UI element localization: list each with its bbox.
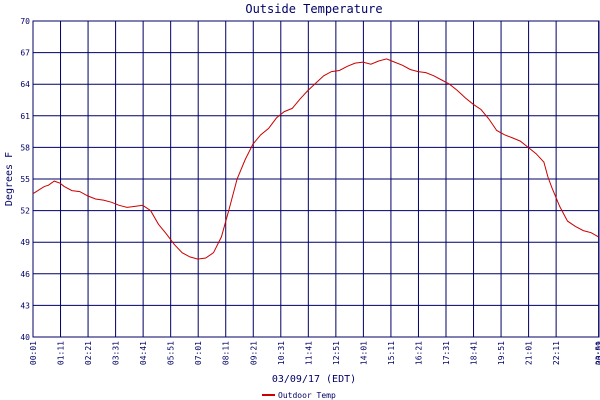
x-tick-label: 19:51 [497,341,506,365]
y-axis-label: Degrees F [4,152,15,206]
x-tick-label: 16:21 [414,341,423,365]
x-axis-label: 03/09/17 (EDT) [272,374,356,385]
y-tick-label: 40 [20,333,30,342]
legend: Outdoor Temp [262,391,336,400]
x-tick-label: 05:51 [167,341,176,365]
x-tick-label: 08:11 [222,341,231,365]
y-tick-label: 46 [20,270,30,279]
plot-area-border [32,20,600,338]
y-axis-ticks: 40 43 46 49 52 55 58 61 64 67 70 [20,17,30,342]
chart-title: Outside Temperature [245,2,382,16]
x-tick-label: 01:11 [57,341,66,365]
x-tick-label: 22:11 [552,341,561,365]
x-tick-label: 09:21 [249,341,258,365]
x-axis-ticks: 00:01 01:11 02:21 03:31 04:41 05:51 07:01 08:11… [29,341,600,365]
y-tick-label: 70 [20,17,30,26]
y-tick-label: 67 [20,49,30,58]
x-tick-label: 00:01 [595,341,600,365]
x-tick-label: 00:01 [29,341,38,365]
y-tick-label: 58 [20,143,30,152]
y-tick-label: 61 [20,112,30,121]
series-line-outdoor-temp [32,58,599,260]
x-tick-label: 02:21 [84,341,93,365]
x-tick-label: 21:01 [525,341,534,365]
x-tick-label: 18:41 [470,341,479,365]
x-tick-label: 03:31 [112,341,121,365]
series-layer [32,58,599,260]
grid-lines [32,20,600,338]
x-tick-label: 07:01 [194,341,203,365]
x-tick-label: 15:11 [387,341,396,365]
x-tick-label: 12:51 [332,341,341,365]
x-tick-label: 23:59 [595,341,600,365]
x-tick-label: 11:41 [304,341,313,365]
y-tick-label: 64 [20,80,30,89]
x-tick-label: 14:01 [359,341,368,365]
legend-label: Outdoor Temp [278,391,336,400]
y-tick-label: 52 [20,207,30,216]
x-tick-label: 17:31 [442,341,451,365]
y-tick-label: 49 [20,238,30,247]
x-tick-label: 10:31 [277,341,286,365]
y-tick-label: 43 [20,301,30,310]
y-tick-label: 55 [20,175,30,184]
x-tick-label: 04:41 [139,341,148,365]
